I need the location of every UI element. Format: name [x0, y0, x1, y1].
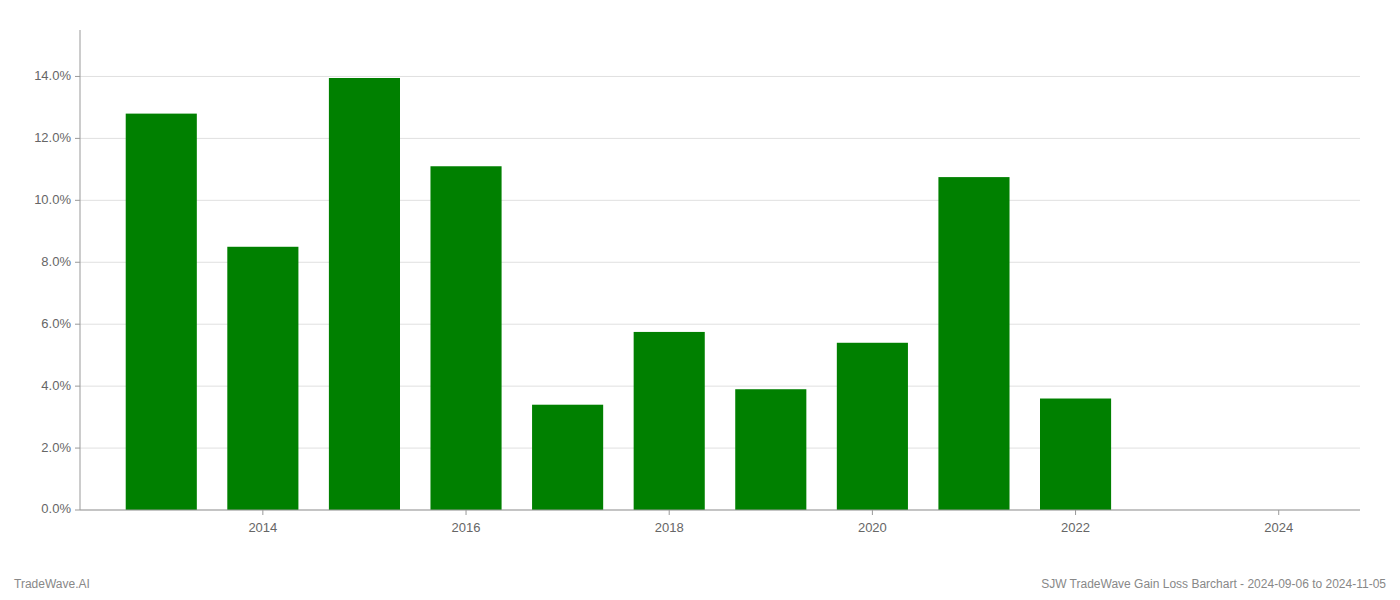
x-tick-label: 2020	[858, 520, 887, 535]
bar	[227, 247, 298, 510]
y-tick	[75, 262, 80, 263]
y-tick	[75, 200, 80, 201]
y-tick	[75, 324, 80, 325]
chart-svg: 0.0%2.0%4.0%6.0%8.0%10.0%12.0%14.0%20142…	[0, 0, 1400, 600]
y-tick-label: 6.0%	[41, 316, 71, 331]
grid-line	[80, 138, 1360, 139]
chart-container: 0.0%2.0%4.0%6.0%8.0%10.0%12.0%14.0%20142…	[0, 0, 1400, 600]
x-tick	[262, 510, 263, 515]
y-tick	[75, 386, 80, 387]
y-tick	[75, 510, 80, 511]
x-tick-label: 2022	[1061, 520, 1090, 535]
x-tick-label: 2014	[248, 520, 277, 535]
y-tick-label: 4.0%	[41, 378, 71, 393]
y-tick-labels: 0.0% 2.0% 4.0% 6.0% 8.0% 10.0% 12.0% 14.0%	[34, 68, 80, 517]
x-tick	[1075, 510, 1076, 515]
bar	[532, 405, 603, 510]
y-tick-label: 10.0%	[34, 192, 71, 207]
y-grid	[80, 76, 1360, 510]
bar	[938, 177, 1009, 510]
y-tick-label: 0.0%	[41, 501, 71, 516]
bars	[126, 78, 1111, 510]
y-tick-label: 2.0%	[41, 440, 71, 455]
grid-line	[80, 76, 1360, 77]
bar	[430, 166, 501, 510]
bar	[837, 343, 908, 510]
grid-line	[80, 510, 1360, 511]
annotation: SJW TradeWave Gain Loss Barchart - 2024-…	[1041, 577, 1386, 591]
bar	[735, 389, 806, 510]
x-tick	[466, 510, 467, 515]
x-tick	[669, 510, 670, 515]
x-axis-line	[80, 510, 1360, 511]
y-tick	[75, 138, 80, 139]
bar	[634, 332, 705, 510]
y-tick	[75, 448, 80, 449]
x-tick	[872, 510, 873, 515]
y-tick-label: 14.0%	[34, 68, 71, 83]
x-tick	[1278, 510, 1279, 515]
x-tick-label: 2018	[655, 520, 684, 535]
y-tick-label: 12.0%	[34, 130, 71, 145]
y-axis-line	[80, 30, 81, 510]
background	[0, 0, 1400, 600]
grid-line	[80, 200, 1360, 201]
x-tick-label: 2024	[1264, 520, 1293, 535]
x-tick-labels: 2014 2016 2018 2020 2022 2024	[248, 510, 1293, 535]
annotations: TradeWave.AI SJW TradeWave Gain Loss Barc…	[14, 577, 1386, 591]
annotation: TradeWave.AI	[14, 577, 90, 591]
bar	[126, 114, 197, 510]
bar	[329, 78, 400, 510]
bar	[1040, 399, 1111, 510]
x-tick-label: 2016	[452, 520, 481, 535]
y-tick	[75, 76, 80, 77]
y-tick-label: 8.0%	[41, 254, 71, 269]
